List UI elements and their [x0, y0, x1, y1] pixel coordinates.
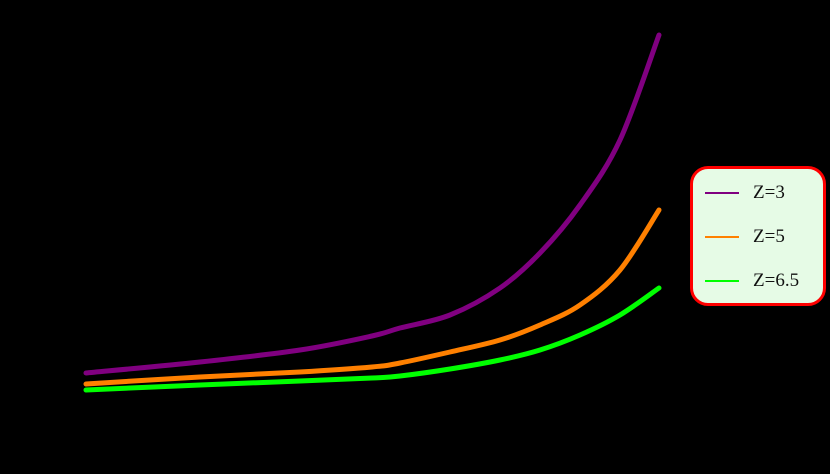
series-line-z-5 [83, 207, 662, 387]
legend-item-z5: Z=5 [705, 225, 785, 249]
legend-label: Z=3 [753, 182, 785, 203]
legend-item-z6-5: Z=6.5 [705, 269, 799, 293]
legend-swatch-z6-5 [705, 280, 739, 282]
series-line-z-6-5 [83, 285, 662, 393]
legend-label: Z=5 [753, 226, 785, 247]
legend-item-z3: Z=3 [705, 181, 785, 205]
series-line-z-3 [83, 32, 662, 376]
plot-area [83, 32, 662, 393]
legend: Z=3 Z=5 Z=6.5 [690, 166, 826, 306]
legend-label: Z=6.5 [753, 270, 800, 291]
legend-swatch-z5 [705, 236, 739, 238]
legend-swatch-z3 [705, 192, 739, 194]
